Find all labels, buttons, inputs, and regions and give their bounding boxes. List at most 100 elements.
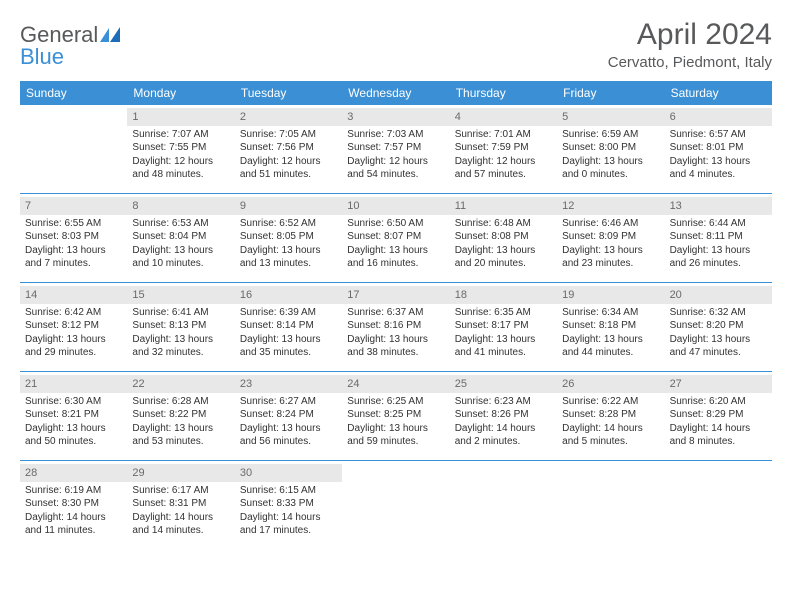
logo-text-blue: Blue <box>20 44 64 70</box>
weekday-header-row: Sunday Monday Tuesday Wednesday Thursday… <box>20 81 772 105</box>
day-number: 17 <box>342 286 449 304</box>
day-cell: 12Sunrise: 6:46 AMSunset: 8:09 PMDayligh… <box>557 194 664 282</box>
daylight-text: Daylight: 13 hours <box>240 333 337 347</box>
day-number: 10 <box>342 197 449 215</box>
day-cell: 27Sunrise: 6:20 AMSunset: 8:29 PMDayligh… <box>665 372 772 460</box>
daylight-text: Daylight: 13 hours <box>132 244 229 258</box>
daylight-text: and 5 minutes. <box>562 435 659 449</box>
day-cell: 30Sunrise: 6:15 AMSunset: 8:33 PMDayligh… <box>235 461 342 549</box>
sunrise-text: Sunrise: 6:35 AM <box>455 306 552 320</box>
daylight-text: Daylight: 13 hours <box>132 422 229 436</box>
sunrise-text: Sunrise: 7:07 AM <box>132 128 229 142</box>
header: General April 2024 Cervatto, Piedmont, I… <box>20 18 772 71</box>
day-number: 14 <box>20 286 127 304</box>
sunrise-text: Sunrise: 6:44 AM <box>670 217 767 231</box>
sunset-text: Sunset: 8:25 PM <box>347 408 444 422</box>
sunrise-text: Sunrise: 6:53 AM <box>132 217 229 231</box>
empty-cell <box>20 105 127 193</box>
day-number: 12 <box>557 197 664 215</box>
sunset-text: Sunset: 8:21 PM <box>25 408 122 422</box>
day-number: 2 <box>235 108 342 126</box>
daylight-text: Daylight: 13 hours <box>347 333 444 347</box>
daylight-text: and 13 minutes. <box>240 257 337 271</box>
sunset-text: Sunset: 8:05 PM <box>240 230 337 244</box>
sunset-text: Sunset: 8:30 PM <box>25 497 122 511</box>
day-cell: 20Sunrise: 6:32 AMSunset: 8:20 PMDayligh… <box>665 283 772 371</box>
daylight-text: Daylight: 13 hours <box>347 244 444 258</box>
sunset-text: Sunset: 8:12 PM <box>25 319 122 333</box>
daylight-text: and 7 minutes. <box>25 257 122 271</box>
sunset-text: Sunset: 8:31 PM <box>132 497 229 511</box>
sunrise-text: Sunrise: 6:37 AM <box>347 306 444 320</box>
sunset-text: Sunset: 8:29 PM <box>670 408 767 422</box>
daylight-text: Daylight: 14 hours <box>240 511 337 525</box>
sunrise-text: Sunrise: 6:59 AM <box>562 128 659 142</box>
daylight-text: Daylight: 14 hours <box>455 422 552 436</box>
daylight-text: and 57 minutes. <box>455 168 552 182</box>
daylight-text: Daylight: 13 hours <box>25 333 122 347</box>
daylight-text: and 23 minutes. <box>562 257 659 271</box>
daylight-text: and 17 minutes. <box>240 524 337 538</box>
daylight-text: Daylight: 12 hours <box>455 155 552 169</box>
day-number: 15 <box>127 286 234 304</box>
week-row: 21 Sunrise: 6:30 AMSunset: 8:21 PM Dayligh… <box>20 372 772 461</box>
week-row: 1Sunrise: 7:07 AMSunset: 7:55 PMDaylight… <box>20 105 772 194</box>
day-cell: 9Sunrise: 6:52 AMSunset: 8:05 PMDaylight… <box>235 194 342 282</box>
sunset-text: Sunset: 8:00 PM <box>562 141 659 155</box>
location-subtitle: Cervatto, Piedmont, Italy <box>608 54 772 71</box>
day-number: 16 <box>235 286 342 304</box>
daylight-text: and 0 minutes. <box>562 168 659 182</box>
sunrise-text: Sunrise: 6:25 AM <box>347 395 444 409</box>
daylight-text: and 56 minutes. <box>240 435 337 449</box>
sunrise-text: Sunrise: 6:23 AM <box>455 395 552 409</box>
day-number: 5 <box>557 108 664 126</box>
day-cell: 3Sunrise: 7:03 AMSunset: 7:57 PMDaylight… <box>342 105 449 193</box>
daylight-text: and 47 minutes. <box>670 346 767 360</box>
day-cell: 24Sunrise: 6:25 AMSunset: 8:25 PMDayligh… <box>342 372 449 460</box>
daylight-text: and 8 minutes. <box>670 435 767 449</box>
empty-cell <box>557 461 664 549</box>
week-row: 28Sunrise: 6:19 AMSunset: 8:30 PMDayligh… <box>20 461 772 549</box>
day-cell: 5Sunrise: 6:59 AMSunset: 8:00 PMDaylight… <box>557 105 664 193</box>
sunset-text: Sunset: 8:14 PM <box>240 319 337 333</box>
day-number: 29 <box>127 464 234 482</box>
sunrise-text: Sunrise: 6:22 AM <box>562 395 659 409</box>
sunrise-text: Sunrise: 6:48 AM <box>455 217 552 231</box>
daylight-text: Daylight: 14 hours <box>132 511 229 525</box>
sunset-text: Sunset: 8:09 PM <box>562 230 659 244</box>
daylight-text: and 32 minutes. <box>132 346 229 360</box>
sunrise-text: Sunrise: 7:03 AM <box>347 128 444 142</box>
daylight-text: and 20 minutes. <box>455 257 552 271</box>
day-cell: 15Sunrise: 6:41 AMSunset: 8:13 PMDayligh… <box>127 283 234 371</box>
sunrise-text: Sunrise: 6:39 AM <box>240 306 337 320</box>
daylight-text: Daylight: 13 hours <box>455 333 552 347</box>
day-number: 26 <box>557 375 664 393</box>
day-number: 22 <box>127 375 234 393</box>
sunrise-text: Sunrise: 6:41 AM <box>132 306 229 320</box>
week-row: 7Sunrise: 6:55 AMSunset: 8:03 PMDaylight… <box>20 194 772 283</box>
day-number: 21 <box>20 375 127 393</box>
sunset-text: Sunset: 8:11 PM <box>670 230 767 244</box>
daylight-text: and 14 minutes. <box>132 524 229 538</box>
daylight-text: and 29 minutes. <box>25 346 122 360</box>
sunset-text: Sunset: 8:07 PM <box>347 230 444 244</box>
calendar: Sunday Monday Tuesday Wednesday Thursday… <box>20 81 772 549</box>
sunset-text: Sunset: 8:24 PM <box>240 408 337 422</box>
empty-cell <box>342 461 449 549</box>
sunrise-text: Sunrise: 7:01 AM <box>455 128 552 142</box>
sunrise-text: Sunrise: 6:28 AM <box>132 395 229 409</box>
day-number: 23 <box>235 375 342 393</box>
day-cell: 19Sunrise: 6:34 AMSunset: 8:18 PMDayligh… <box>557 283 664 371</box>
weekday-header: Friday <box>557 81 664 105</box>
day-number: 13 <box>665 197 772 215</box>
daylight-text: and 44 minutes. <box>562 346 659 360</box>
weekday-header: Thursday <box>450 81 557 105</box>
day-number: 19 <box>557 286 664 304</box>
sunrise-text: Sunrise: 6:30 AM <box>25 395 122 409</box>
sunset-text: Sunset: 8:17 PM <box>455 319 552 333</box>
daylight-text: and 48 minutes. <box>132 168 229 182</box>
sunrise-text: Sunrise: 6:46 AM <box>562 217 659 231</box>
daylight-text: and 51 minutes. <box>240 168 337 182</box>
daylight-text: and 35 minutes. <box>240 346 337 360</box>
sunrise-text: Sunrise: 6:50 AM <box>347 217 444 231</box>
